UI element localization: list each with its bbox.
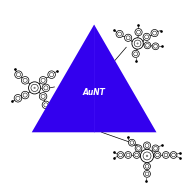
Circle shape (117, 152, 124, 158)
Circle shape (152, 43, 159, 50)
Circle shape (126, 153, 130, 157)
Circle shape (146, 43, 149, 47)
Circle shape (29, 82, 41, 94)
Circle shape (48, 71, 55, 78)
Circle shape (144, 163, 150, 170)
Circle shape (132, 50, 139, 57)
Circle shape (39, 77, 47, 84)
Circle shape (14, 94, 22, 102)
Circle shape (145, 164, 149, 168)
Circle shape (21, 91, 29, 99)
Circle shape (133, 152, 140, 158)
Circle shape (154, 146, 157, 150)
Circle shape (42, 101, 50, 109)
Circle shape (31, 84, 38, 91)
Circle shape (144, 170, 150, 177)
Circle shape (143, 33, 150, 40)
Circle shape (135, 29, 142, 36)
Circle shape (170, 152, 177, 158)
Circle shape (135, 153, 138, 157)
Circle shape (154, 152, 161, 158)
Circle shape (41, 78, 45, 82)
Circle shape (137, 146, 140, 150)
Circle shape (143, 152, 151, 160)
Circle shape (172, 153, 175, 157)
Circle shape (137, 30, 141, 34)
Circle shape (144, 42, 151, 49)
Circle shape (130, 141, 134, 145)
Circle shape (145, 144, 149, 147)
Circle shape (16, 96, 20, 100)
Circle shape (44, 86, 48, 90)
Circle shape (151, 29, 158, 37)
Circle shape (137, 43, 139, 44)
Circle shape (23, 93, 27, 97)
Circle shape (23, 78, 27, 82)
Circle shape (145, 172, 149, 176)
Circle shape (140, 149, 154, 163)
Circle shape (156, 153, 159, 157)
Circle shape (17, 73, 21, 77)
Circle shape (145, 35, 149, 39)
Circle shape (162, 152, 169, 158)
Circle shape (134, 52, 138, 56)
Circle shape (134, 40, 141, 47)
Polygon shape (32, 25, 156, 132)
Circle shape (125, 152, 132, 158)
Circle shape (132, 38, 143, 49)
Circle shape (152, 145, 159, 152)
Circle shape (154, 44, 157, 48)
Circle shape (39, 93, 47, 100)
Circle shape (125, 34, 132, 41)
Circle shape (118, 32, 122, 36)
Circle shape (44, 103, 48, 107)
Circle shape (50, 73, 54, 77)
Circle shape (21, 77, 29, 84)
Circle shape (15, 71, 22, 78)
Circle shape (33, 87, 36, 89)
Circle shape (146, 155, 148, 157)
Circle shape (116, 30, 123, 38)
Circle shape (126, 36, 130, 40)
Circle shape (135, 145, 142, 152)
Circle shape (164, 153, 168, 157)
Circle shape (41, 94, 45, 98)
Circle shape (119, 153, 122, 157)
Circle shape (153, 31, 156, 35)
Circle shape (143, 142, 151, 149)
Circle shape (128, 139, 135, 146)
Circle shape (42, 84, 50, 92)
Text: AuNT: AuNT (83, 88, 106, 97)
